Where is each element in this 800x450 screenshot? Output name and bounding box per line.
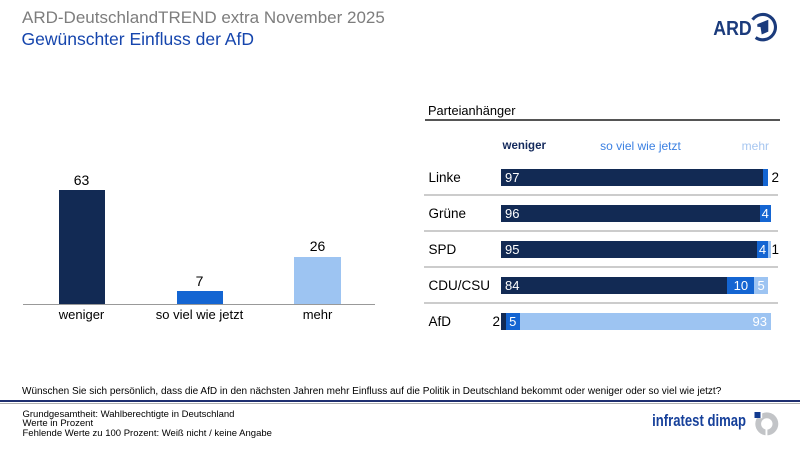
svg-text:ARD: ARD bbox=[713, 18, 751, 40]
